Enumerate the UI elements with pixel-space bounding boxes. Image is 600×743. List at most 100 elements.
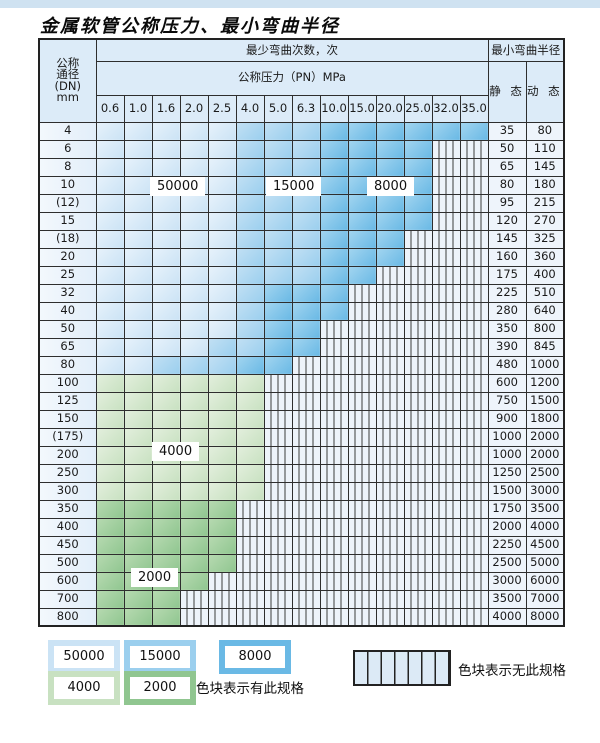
no-spec-cell xyxy=(291,571,321,591)
spec-cell-4000 xyxy=(151,373,181,393)
no-spec-cell xyxy=(375,553,405,573)
static-radius-cell: 225 xyxy=(487,283,527,303)
no-spec-cell xyxy=(403,427,433,447)
no-spec-cell xyxy=(459,175,489,195)
table-row: 20 160 360 xyxy=(38,247,565,267)
spec-cell-8000 xyxy=(319,157,349,177)
pressure-column-label: 2.5 xyxy=(207,94,237,123)
spec-cell-8000 xyxy=(319,121,349,141)
no-spec-cell xyxy=(403,463,433,483)
spec-cell-15000 xyxy=(151,355,181,375)
pressure-columns-row: 0.6 1.0 1.6 2.0 2.5 4.0 5.0 6.3 10.0 15.0 20.0 25.0… xyxy=(39,94,564,123)
spec-cell-50000 xyxy=(179,211,209,231)
spec-cell-50000 xyxy=(123,121,153,141)
no-spec-cell xyxy=(403,445,433,465)
spec-cell-4000 xyxy=(235,463,265,483)
dn-cell: 250 xyxy=(38,463,97,483)
no-spec-cell xyxy=(263,607,293,627)
dn-cell: (12) xyxy=(38,193,97,213)
pressure-column-label: 10.0 xyxy=(319,94,349,123)
top-strip xyxy=(0,0,600,8)
no-spec-cell xyxy=(375,409,405,429)
no-spec-cell xyxy=(375,391,405,411)
table-row: 25 175 400 xyxy=(38,265,565,285)
spec-cell-15000 xyxy=(235,337,265,357)
no-spec-cell xyxy=(319,517,349,537)
dynamic-radius-cell: 4500 xyxy=(525,535,565,555)
dynamic-radius-cell: 110 xyxy=(525,139,565,159)
dynamic-radius-cell: 5000 xyxy=(525,553,565,573)
table-row: (18) 145 325 xyxy=(38,229,565,249)
dynamic-radius-cell: 2000 xyxy=(525,427,565,447)
spec-cell-8000 xyxy=(347,157,377,177)
no-spec-cell xyxy=(291,589,321,609)
spec-cell-50000 xyxy=(151,139,181,159)
dn-cell: 80 xyxy=(38,355,97,375)
spec-cell-4000 xyxy=(179,391,209,411)
spec-cell-15000 xyxy=(235,175,265,195)
table-row: 15 120 270 xyxy=(38,211,565,231)
spec-cell-4000 xyxy=(123,373,153,393)
no-spec-cell xyxy=(459,139,489,159)
pressure-column-label: 6.3 xyxy=(291,94,321,123)
no-spec-cell xyxy=(263,373,293,393)
spec-cell-8000 xyxy=(375,229,405,249)
spec-cell-4000 xyxy=(95,427,125,447)
dynamic-radius-cell: 800 xyxy=(525,319,565,339)
spec-cell-50000 xyxy=(95,337,125,357)
no-spec-cell xyxy=(319,571,349,591)
spec-cell-8000 xyxy=(291,337,321,357)
spec-cell-4000 xyxy=(207,391,237,411)
no-spec-cell xyxy=(403,301,433,321)
spec-cell-15000 xyxy=(235,301,265,321)
legend-swatch-2000: 2000 xyxy=(124,671,196,705)
static-radius-cell: 4000 xyxy=(487,607,527,627)
no-spec-cell xyxy=(319,463,349,483)
cycle-count-label: 2000 xyxy=(131,568,179,587)
dn-cell: 15 xyxy=(38,211,97,231)
dn-cell: 600 xyxy=(38,571,97,591)
no-spec-cell xyxy=(291,445,321,465)
spec-cell-4000 xyxy=(179,373,209,393)
spec-cell-50000 xyxy=(123,337,153,357)
no-spec-cell xyxy=(319,409,349,429)
static-radius-cell: 480 xyxy=(487,355,527,375)
static-radius-cell: 3500 xyxy=(487,589,527,609)
spec-cell-4000 xyxy=(235,409,265,429)
pressure-column-label: 1.6 xyxy=(151,94,181,123)
dn-cell: 125 xyxy=(38,391,97,411)
dynamic-radius-cell: 180 xyxy=(525,175,565,195)
no-spec-cell xyxy=(375,481,405,501)
spec-cell-15000 xyxy=(291,139,321,159)
no-spec-cell xyxy=(403,553,433,573)
dn-cell: 800 xyxy=(38,607,97,627)
spec-cell-50000 xyxy=(207,301,237,321)
spec-cell-15000 xyxy=(235,157,265,177)
no-spec-cell xyxy=(403,337,433,357)
no-spec-cell xyxy=(347,391,377,411)
spec-cell-2000 xyxy=(123,607,153,627)
spec-cell-15000 xyxy=(235,193,265,213)
static-radius-cell: 3000 xyxy=(487,571,527,591)
dn-header-line: 通径 xyxy=(56,67,80,82)
no-spec-cell xyxy=(347,427,377,447)
spec-cell-15000 xyxy=(291,265,321,285)
spec-cell-4000 xyxy=(235,427,265,447)
static-radius-cell: 280 xyxy=(487,301,527,321)
cycle-count-label: 15000 xyxy=(266,177,322,196)
no-spec-cell xyxy=(431,553,461,573)
table-row: 450 2250 4500 xyxy=(38,535,565,555)
dn-header-cell: 公称 通径 (DN) mm xyxy=(38,38,97,123)
spec-cell-8000 xyxy=(319,301,349,321)
legend-swatch-4000: 4000 xyxy=(48,671,120,705)
no-spec-cell xyxy=(263,481,293,501)
dynamic-radius-cell: 3500 xyxy=(525,499,565,519)
spec-cell-50000 xyxy=(95,301,125,321)
spec-cell-8000 xyxy=(403,157,433,177)
static-radius-cell: 160 xyxy=(487,247,527,267)
no-spec-cell xyxy=(459,589,489,609)
no-spec-cell xyxy=(291,499,321,519)
pressure-column-label: 15.0 xyxy=(347,94,377,123)
spec-cell-50000 xyxy=(151,265,181,285)
dynamic-radius-cell: 845 xyxy=(525,337,565,357)
